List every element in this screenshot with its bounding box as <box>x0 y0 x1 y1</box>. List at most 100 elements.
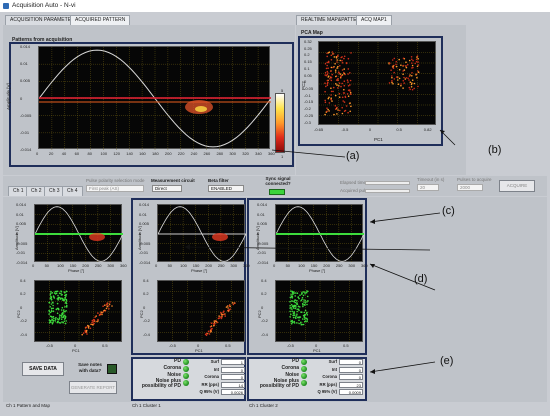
save-data-button[interactable]: SAVE DATA <box>22 362 64 376</box>
status-led-noise <box>183 380 189 386</box>
pc1-label: PC1 <box>313 348 321 353</box>
tab-ch4[interactable]: Ch 4 <box>62 186 83 196</box>
pca-ytick: -0.25 <box>304 112 314 118</box>
field-label: RR (pps) <box>319 381 337 387</box>
pattern-ytick: -0.014 <box>20 147 32 152</box>
pc-ytick: -0.2 <box>261 318 268 324</box>
pattern-xtick: 320 <box>242 151 249 156</box>
generate-report-button[interactable]: GENERATE REPORT <box>69 381 117 394</box>
small-xtick: 200 <box>205 263 212 268</box>
pc-ytick: 0.4 <box>20 278 26 283</box>
beta-select[interactable]: ENABLED <box>208 185 244 192</box>
field-value: 0 <box>221 366 245 373</box>
pattern-xtick: 340 <box>255 151 262 156</box>
field-label: Corona <box>204 374 219 379</box>
pca-ytick: -0.05 <box>304 86 314 92</box>
tab-acq-map1[interactable]: ACQ MAP1 <box>356 15 392 25</box>
callout-e: (e) <box>440 355 454 367</box>
save-notes-toggle[interactable] <box>107 364 117 374</box>
pc-plot-c2 <box>275 280 364 343</box>
pca-ytick: -0.3 <box>304 119 311 125</box>
pca-ytick: -0.15 <box>304 99 314 105</box>
small-ytick: -0.005 <box>139 240 151 246</box>
cluster1-frame <box>131 198 246 355</box>
pattern-plot <box>38 46 271 150</box>
timeout-input[interactable]: 20 <box>417 184 439 191</box>
small-ytick: -0.01 <box>16 250 26 256</box>
pc1-label: PC1 <box>72 348 80 353</box>
small-ytick: 0.01 <box>16 211 24 217</box>
phase-plot-c1 <box>157 204 247 263</box>
status-led-noise <box>301 373 307 379</box>
pc-ytick: 0 <box>261 304 264 310</box>
callout-b: (b) <box>488 144 502 156</box>
pattern-title: Patterns from acquisition <box>12 37 73 43</box>
pattern-xtick: 80 <box>87 151 92 156</box>
pulses-label: Pulses to acquire <box>457 177 492 182</box>
small-xtick: 360 <box>243 263 250 268</box>
colorbar-top: 5 <box>281 88 284 93</box>
small-ytick: 0 <box>139 231 142 236</box>
pulse-mode-label: Pulse polarity selection mode <box>86 178 145 183</box>
small-xtick: 360 <box>120 263 127 268</box>
pattern-ytick: 0.01 <box>20 61 28 67</box>
pca-ytick: 0.32 <box>304 39 312 44</box>
small-xtick: 300 <box>348 263 356 268</box>
pattern-xtick: 20 <box>48 151 54 156</box>
pulses-input[interactable]: 2000 <box>457 184 483 191</box>
small-xtick: 200 <box>82 263 89 268</box>
field-value: 0.0026 <box>221 389 245 395</box>
meas-select[interactable]: Direct <box>152 185 182 192</box>
pc-ytick: -0.4 <box>261 331 268 337</box>
small-xtick: 150 <box>310 263 318 268</box>
led-label: Corona <box>163 365 182 371</box>
pc-ytick: -0.2 <box>143 318 150 324</box>
field-label: Int <box>213 366 219 372</box>
footer-cluster1: Ch 1 Cluster 1 <box>132 403 161 408</box>
pca-plot <box>318 41 437 126</box>
led-label: Corona <box>281 365 300 371</box>
led-label: Noise plus possibility of PD <box>259 378 299 389</box>
pc-ytick: 0 <box>143 304 146 310</box>
acquire-button[interactable]: ACQUIRE <box>499 180 535 192</box>
field-value: 14 <box>221 381 245 388</box>
pc-xtick: 0.5 <box>343 343 349 348</box>
led-label: Noise <box>167 372 181 378</box>
meas-label: Measurement circuit <box>151 178 195 183</box>
small-xtick: 0 <box>273 263 276 268</box>
pattern-ytick: 0.005 <box>20 78 31 84</box>
small-xlabel: Phase [°] <box>68 268 85 273</box>
tab-acquired-pattern[interactable]: ACQUIRED PATTERN <box>70 15 131 25</box>
small-xtick: 0 <box>32 263 35 268</box>
field-value: 0 <box>339 359 363 365</box>
pca-ytick: -0.1 <box>304 92 311 98</box>
elapsed-bar <box>365 181 410 185</box>
right-blank <box>467 25 547 175</box>
small-xlabel: Phase [°] <box>309 268 326 273</box>
pca-ytick: 0.2 <box>304 52 310 58</box>
led-label: PD <box>292 358 299 364</box>
pattern-ytick: 0 <box>20 95 23 101</box>
pca-ytick: -0.2 <box>304 106 311 112</box>
pc-plot-c1 <box>157 280 246 343</box>
pca-frame <box>298 36 443 146</box>
status-led-corona <box>301 366 307 372</box>
colorbar <box>275 93 285 153</box>
pca-xtick: 0 <box>368 127 372 132</box>
field-label: Q 95% (V) <box>199 389 219 394</box>
pc-ytick: 0.4 <box>261 278 267 283</box>
sync-indicator <box>269 189 285 195</box>
small-ytick: 0.01 <box>139 211 147 217</box>
small-ytick: -0.005 <box>16 240 28 246</box>
pca-xtick: 0.82 <box>423 127 432 132</box>
pc-xtick: -0.5 <box>169 343 176 348</box>
pc-xtick: -0.5 <box>46 343 53 348</box>
pulse-mode-select[interactable]: First peak (AS) <box>86 185 144 192</box>
pattern-xtick: 360 <box>268 151 275 156</box>
field-value: 0 <box>339 366 363 373</box>
pc-xtick: -0.5 <box>287 343 294 348</box>
field-value: 0.0009 <box>339 389 363 395</box>
pc-ytick: 0.2 <box>261 291 267 297</box>
small-xtick: 250 <box>94 263 102 268</box>
